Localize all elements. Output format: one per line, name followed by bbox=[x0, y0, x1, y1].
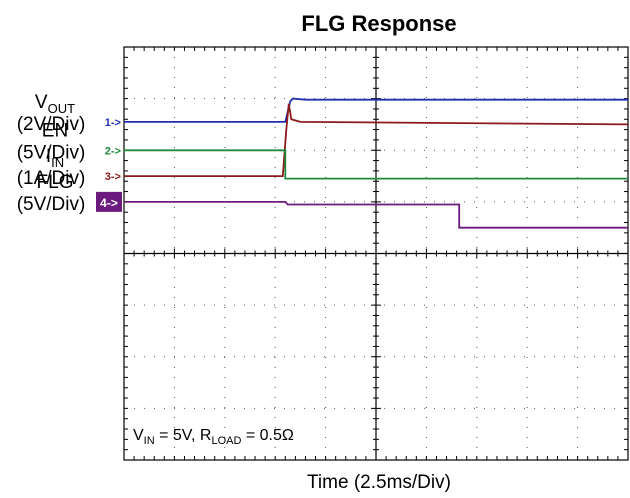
channel-scale-3: (1A/Div) bbox=[17, 168, 86, 189]
channel-labels: 1->VOUT(2V/Div)3->IIN(1A/Div)2->EN(5V/Di… bbox=[17, 92, 122, 215]
ground-marker-4-bg bbox=[96, 191, 122, 212]
channel-scale-1: (2V/Div) bbox=[17, 114, 86, 135]
trace-channel-4 bbox=[124, 201, 628, 229]
traces bbox=[124, 97, 629, 229]
channel-scale-2: (5V/Div) bbox=[17, 142, 86, 163]
ground-marker-2: 2-> bbox=[105, 145, 121, 157]
channel-scale-4: (5V/Div) bbox=[17, 194, 86, 215]
ground-marker-4: 4-> bbox=[100, 196, 118, 210]
channel-name-1: VOUT bbox=[35, 92, 75, 116]
channel-name-4: FLG bbox=[37, 172, 74, 193]
channel-name-3: IIN bbox=[46, 146, 64, 170]
trace-channel-2 bbox=[124, 149, 628, 180]
grid bbox=[123, 46, 629, 461]
ground-marker-1: 1-> bbox=[105, 117, 121, 129]
trace-channel-1 bbox=[124, 97, 628, 123]
channel-name-2: EN bbox=[42, 120, 68, 141]
test-condition-annotation: VIN = 5V, RLOAD = 0.5Ω bbox=[133, 427, 294, 447]
ground-marker-3: 3-> bbox=[105, 171, 121, 183]
x-axis-label: Time (2.5ms/Div) bbox=[307, 472, 451, 493]
chart-title: FLG Response bbox=[301, 11, 456, 36]
trace-channel-3 bbox=[124, 103, 629, 177]
